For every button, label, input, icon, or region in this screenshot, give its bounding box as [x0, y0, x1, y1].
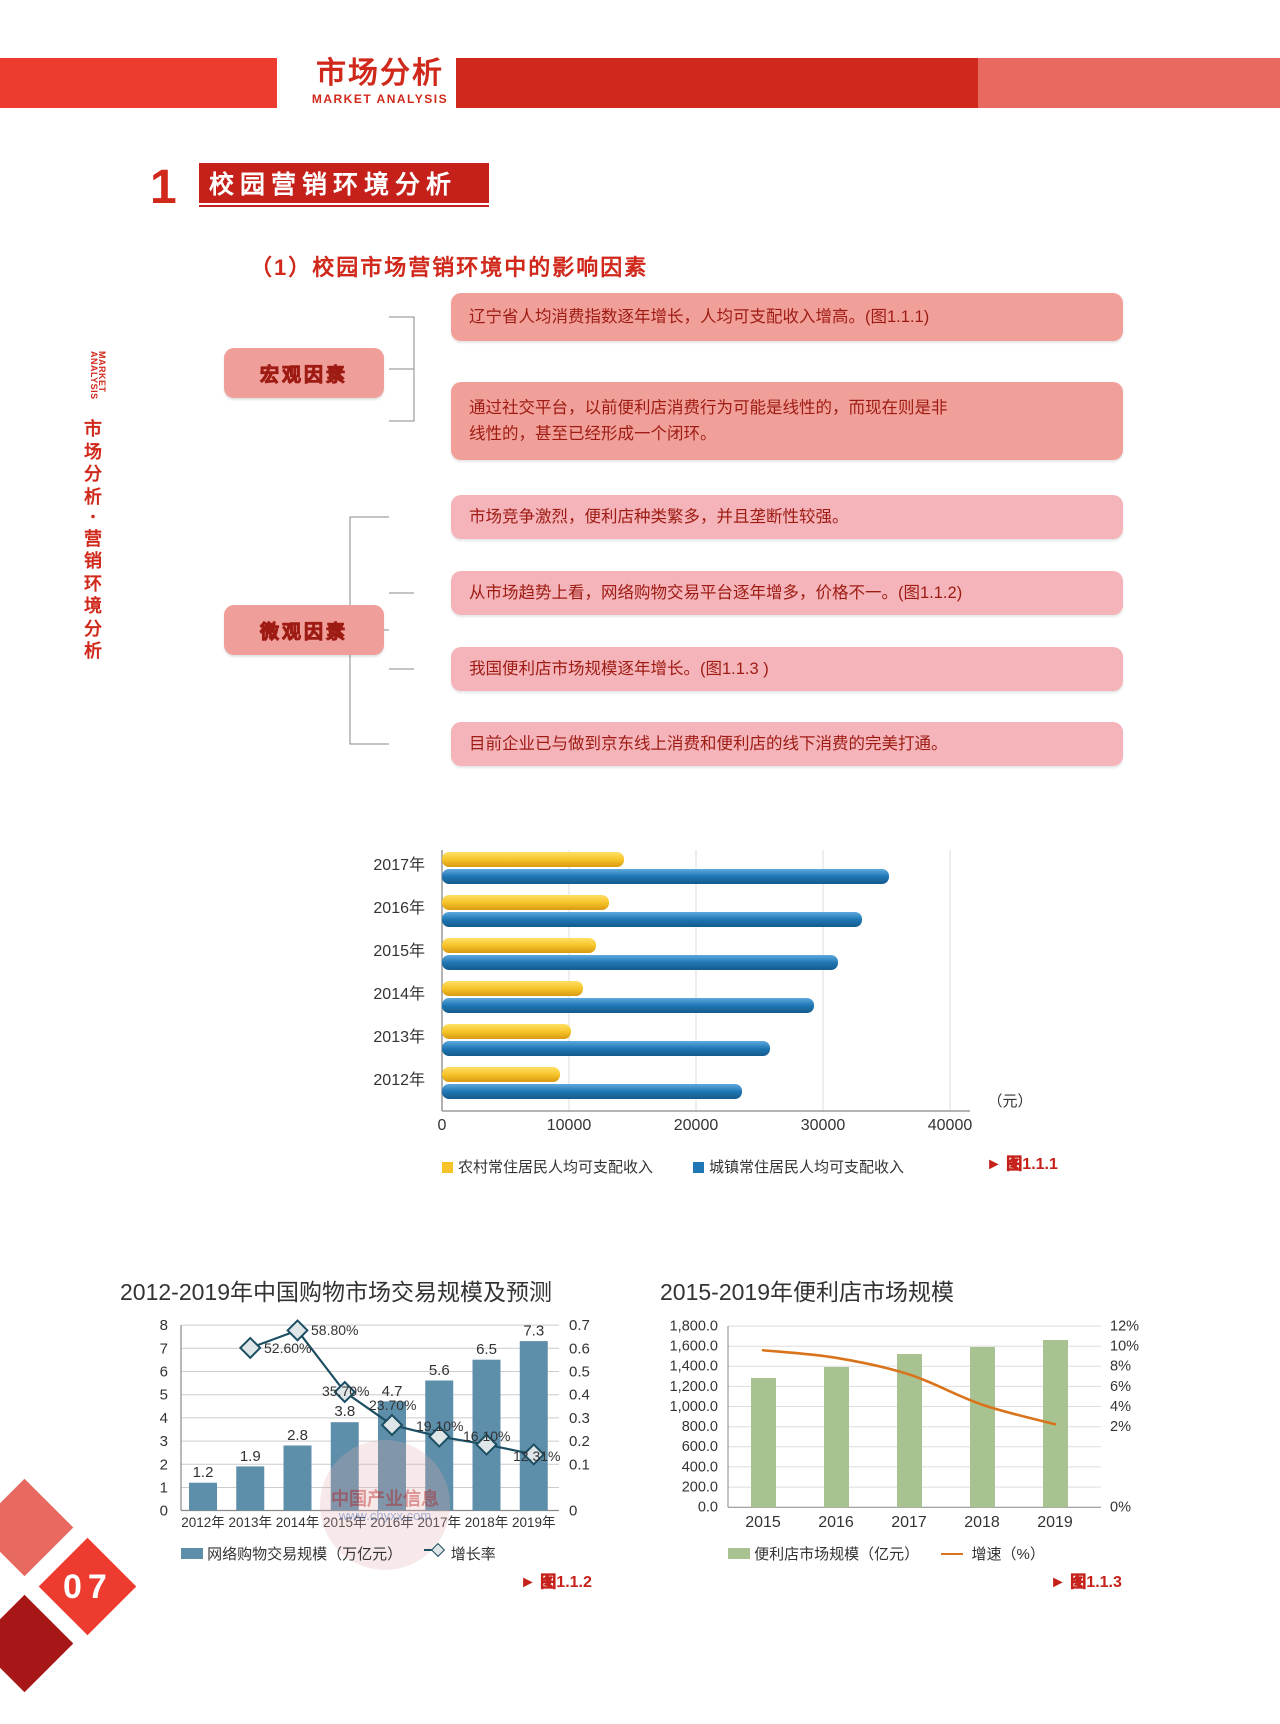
- svg-text:23.70%: 23.70%: [369, 1397, 416, 1413]
- svg-text:0.3: 0.3: [569, 1410, 590, 1427]
- svg-text:2012年: 2012年: [373, 1071, 425, 1089]
- svg-text:6: 6: [160, 1364, 168, 1381]
- svg-text:0.1: 0.1: [569, 1456, 590, 1473]
- svg-text:3: 3: [160, 1433, 168, 1450]
- svg-text:400.0: 400.0: [682, 1459, 718, 1475]
- svg-text:0: 0: [569, 1503, 577, 1520]
- svg-text:2018: 2018: [964, 1514, 1000, 1531]
- svg-text:1,800.0: 1,800.0: [670, 1319, 718, 1335]
- svg-text:0: 0: [438, 1117, 447, 1134]
- svg-text:800.0: 800.0: [682, 1419, 718, 1435]
- svg-text:1: 1: [160, 1480, 168, 1497]
- svg-text:2013年: 2013年: [228, 1515, 272, 1530]
- svg-text:2017年: 2017年: [373, 856, 425, 874]
- svg-text:0%: 0%: [1110, 1500, 1131, 1516]
- svg-text:30000: 30000: [801, 1117, 846, 1134]
- svg-text:2015: 2015: [745, 1514, 781, 1531]
- svg-text:8%: 8%: [1110, 1359, 1131, 1375]
- svg-text:2012年: 2012年: [181, 1515, 225, 1530]
- svg-text:4%: 4%: [1110, 1399, 1131, 1415]
- svg-text:2013年: 2013年: [373, 1028, 425, 1046]
- svg-text:1,000.0: 1,000.0: [670, 1399, 718, 1415]
- svg-text:0.7: 0.7: [569, 1317, 590, 1334]
- svg-text:6.5: 6.5: [476, 1341, 497, 1358]
- svg-text:58.80%: 58.80%: [311, 1322, 358, 1338]
- svg-text:1.9: 1.9: [240, 1448, 261, 1465]
- svg-text:1,200.0: 1,200.0: [670, 1379, 718, 1395]
- svg-text:0: 0: [160, 1503, 168, 1520]
- svg-text:2019: 2019: [1037, 1514, 1073, 1531]
- svg-text:5: 5: [160, 1387, 168, 1404]
- svg-text:12%: 12%: [1110, 1319, 1139, 1335]
- svg-text:2017: 2017: [891, 1514, 927, 1531]
- svg-text:2014年: 2014年: [373, 985, 425, 1003]
- svg-text:2: 2: [160, 1456, 168, 1473]
- svg-text:19.10%: 19.10%: [416, 1418, 463, 1434]
- svg-text:1,400.0: 1,400.0: [670, 1359, 718, 1375]
- svg-text:8: 8: [160, 1317, 168, 1334]
- svg-text:0.5: 0.5: [569, 1364, 590, 1381]
- svg-text:7: 7: [160, 1340, 168, 1357]
- svg-text:0.2: 0.2: [569, 1433, 590, 1450]
- svg-text:0.0: 0.0: [698, 1500, 718, 1516]
- svg-text:0.4: 0.4: [569, 1387, 590, 1404]
- svg-text:2%: 2%: [1110, 1419, 1131, 1435]
- svg-text:2015年: 2015年: [373, 942, 425, 960]
- svg-text:3.8: 3.8: [334, 1403, 355, 1420]
- svg-text:200.0: 200.0: [682, 1480, 718, 1496]
- svg-text:0.6: 0.6: [569, 1340, 590, 1357]
- svg-text:12.31%: 12.31%: [513, 1448, 560, 1464]
- svg-text:35.70%: 35.70%: [322, 1383, 369, 1399]
- svg-text:农村常住居民人均可支配收入: 农村常住居民人均可支配收入: [458, 1159, 653, 1176]
- svg-text:10000: 10000: [547, 1117, 592, 1134]
- svg-text:2016年: 2016年: [373, 899, 425, 917]
- svg-text:1.2: 1.2: [193, 1464, 214, 1481]
- svg-text:40000: 40000: [928, 1117, 973, 1134]
- svg-text:城镇常住居民人均可支配收入: 城镇常住居民人均可支配收入: [709, 1159, 904, 1176]
- svg-text:5.6: 5.6: [429, 1362, 450, 1379]
- svg-text:（元）: （元）: [987, 1093, 1032, 1110]
- svg-text:2016: 2016: [818, 1514, 854, 1531]
- svg-text:1,600.0: 1,600.0: [670, 1339, 718, 1355]
- svg-text:52.60%: 52.60%: [264, 1340, 311, 1356]
- svg-text:2019年: 2019年: [512, 1515, 556, 1530]
- svg-text:6%: 6%: [1110, 1379, 1131, 1395]
- svg-text:7.3: 7.3: [523, 1323, 544, 1340]
- svg-text:10%: 10%: [1110, 1339, 1139, 1355]
- svg-text:4: 4: [160, 1410, 168, 1427]
- svg-text:600.0: 600.0: [682, 1439, 718, 1455]
- svg-text:20000: 20000: [674, 1117, 719, 1134]
